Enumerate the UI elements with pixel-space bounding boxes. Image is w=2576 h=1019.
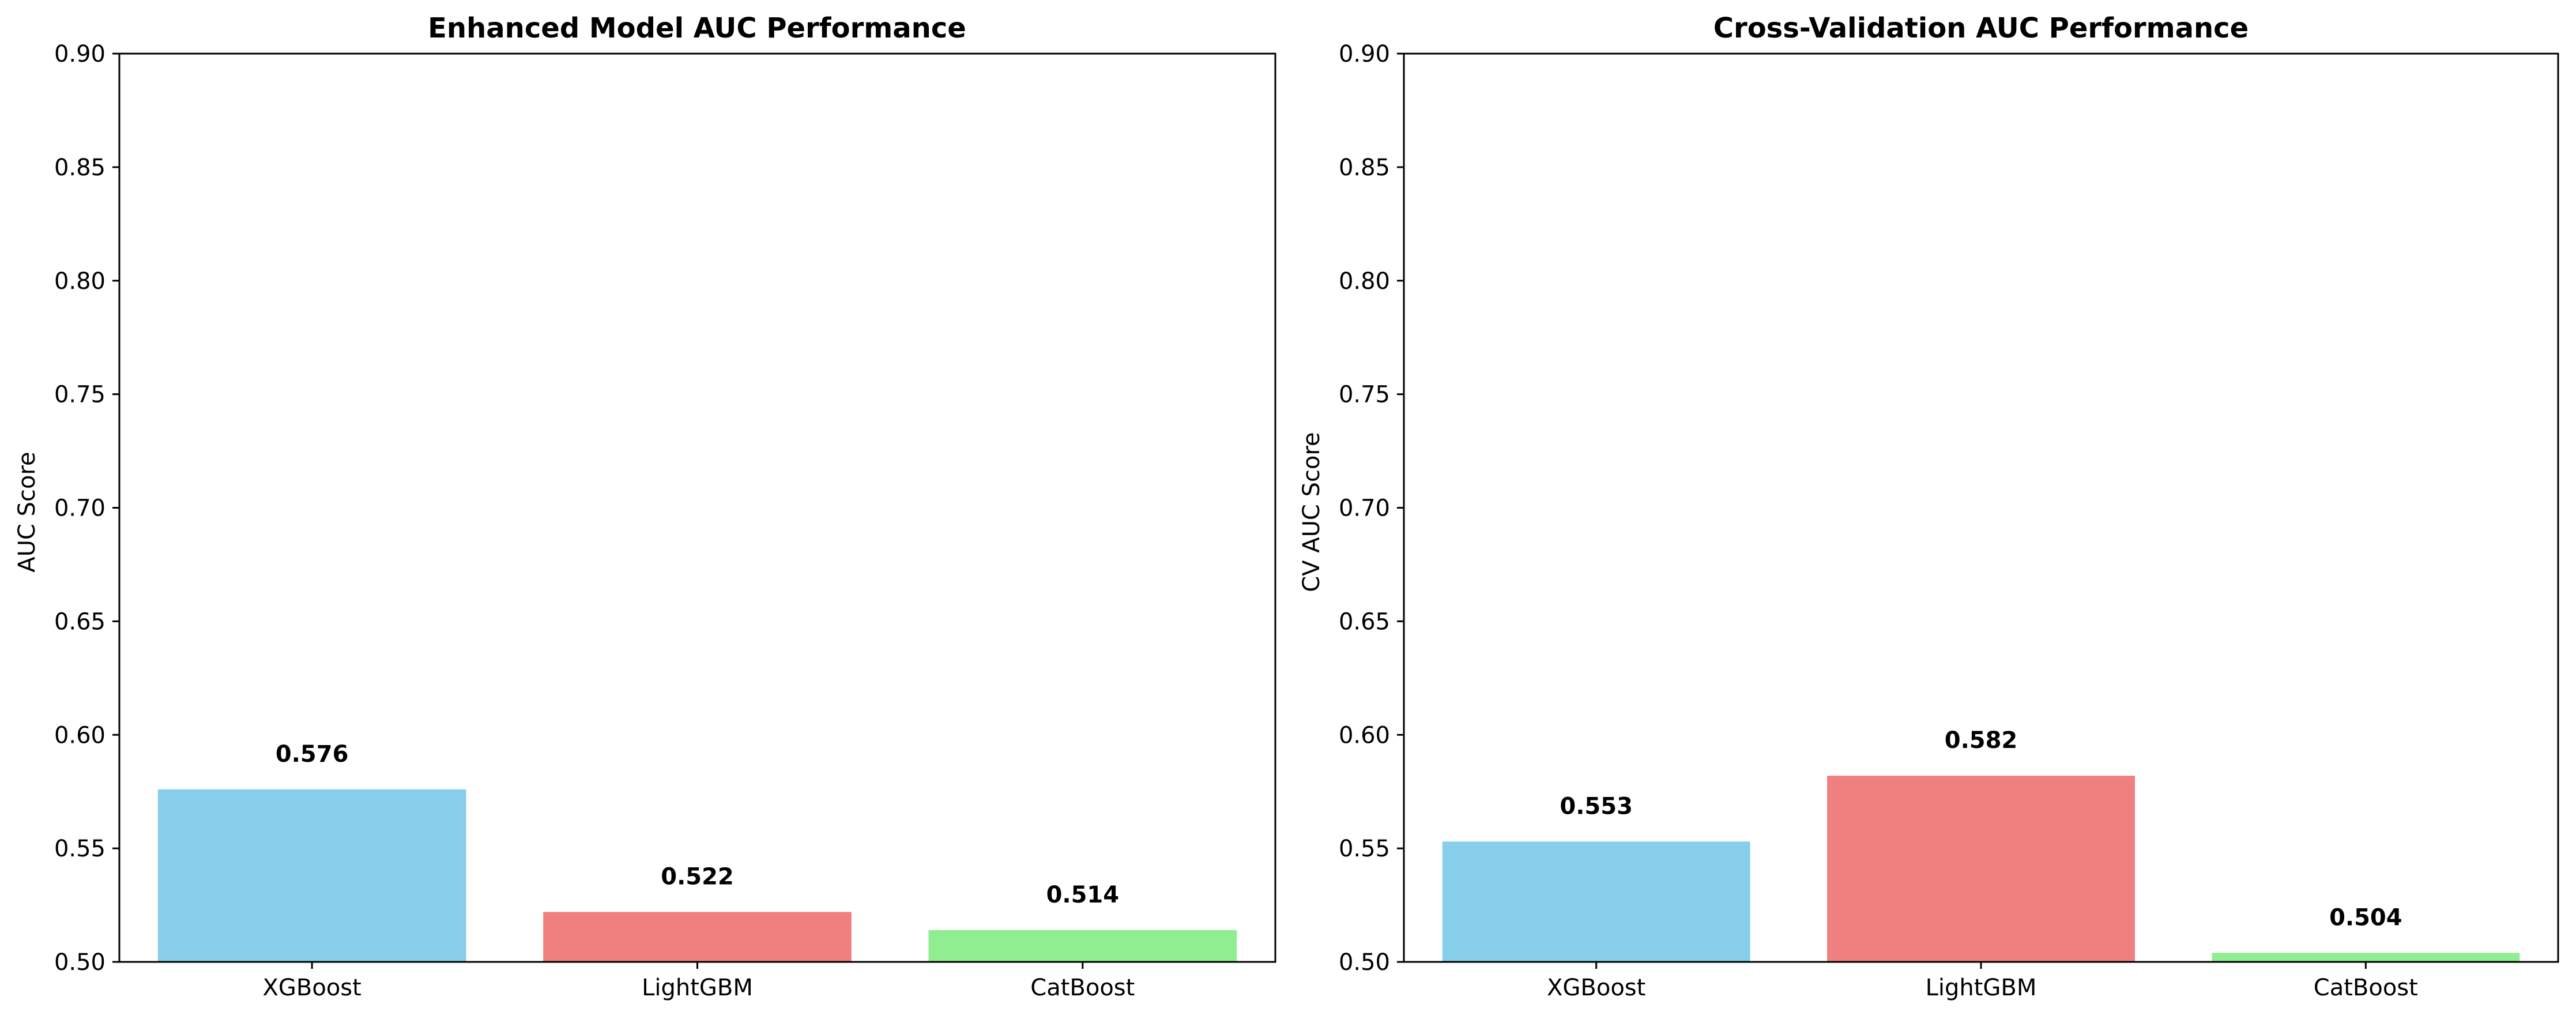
right-chart-plot-area: 0.553 0.582 0.504 0.50 0.55 0.60 0.65 0.70 0.75 0… [1339,41,2559,1001]
left-chart-x-tick-label-lightgbm: LightGBM [642,975,753,1001]
left-chart-y-tick-label: 0.80 [54,268,106,295]
left-chart-y-tick-label: 0.50 [54,949,106,976]
right-chart-y-tick-label: 0.70 [1339,495,1390,522]
right-chart-x-tick-label-xgboost: XGBoost [1547,975,1645,1001]
left-chart-value-label-catboost: 0.514 [1046,882,1120,908]
right-chart-bar-catboost [2212,953,2520,962]
left-chart-y-tick-label: 0.90 [54,41,106,67]
right-chart-bar-xgboost [1442,841,1750,962]
right-chart-y-tick-label: 0.50 [1339,949,1390,976]
right-chart-y-tick-label: 0.65 [1339,608,1390,635]
right-chart-title: Cross-Validation AUC Performance [1713,12,2249,44]
left-chart-y-tick-label: 0.60 [54,722,106,749]
left-chart-y-tick-label: 0.65 [54,608,106,635]
right-chart-value-label-catboost: 0.504 [2329,904,2402,931]
right-chart-y-axis-label: CV AUC Score [1298,432,1325,592]
left-chart-x-tick-label-xgboost: XGBoost [263,975,361,1001]
left-chart-value-label-lightgbm: 0.522 [661,863,734,890]
left-chart-bar-xgboost [157,789,466,962]
left-chart-y-tick-label: 0.85 [54,155,106,181]
right-chart-y-tick-label: 0.85 [1339,155,1390,181]
left-chart-value-label-xgboost: 0.576 [276,741,349,768]
left-chart-y-axis-label: AUC Score [14,452,40,572]
left-chart-x-tick-label-catboost: CatBoost [1030,975,1135,1001]
right-chart-value-label-xgboost: 0.553 [1560,793,1633,819]
right-chart-y-tick-label: 0.90 [1339,41,1390,67]
right-chart-axes-frame [1403,52,2559,963]
right-chart-y-tick-label: 0.80 [1339,268,1390,295]
left-chart-y-tick-label: 0.70 [54,495,106,522]
right-chart-x-tick-label-lightgbm: LightGBM [1926,975,2037,1001]
right-chart-y-tick-label: 0.60 [1339,722,1390,749]
left-chart-y-tick-label: 0.55 [54,836,106,862]
left-chart-bar-lightgbm [543,912,852,962]
left-chart-axes-frame [118,52,1276,963]
left-chart-title: Enhanced Model AUC Performance [428,12,966,44]
right-chart-value-label-lightgbm: 0.582 [1945,727,2018,754]
right-chart-y-tick-label: 0.75 [1339,382,1390,408]
right-chart-y-tick-label: 0.55 [1339,836,1390,862]
right-chart-x-tick-label-catboost: CatBoost [2314,975,2418,1001]
left-chart-plot-area: 0.576 0.522 0.514 0.50 0.55 0.60 0.65 0.70 0.75 0… [54,41,1276,1001]
left-chart-bar-catboost [928,930,1237,962]
left-chart: Enhanced Model AUC Performance 0.576 0.52… [14,12,1276,1001]
right-chart: Cross-Validation AUC Performance 0.5530.… [1298,12,2559,1001]
right-chart-bar-lightgbm [1827,776,2135,962]
left-chart-y-tick-label: 0.75 [54,382,106,408]
